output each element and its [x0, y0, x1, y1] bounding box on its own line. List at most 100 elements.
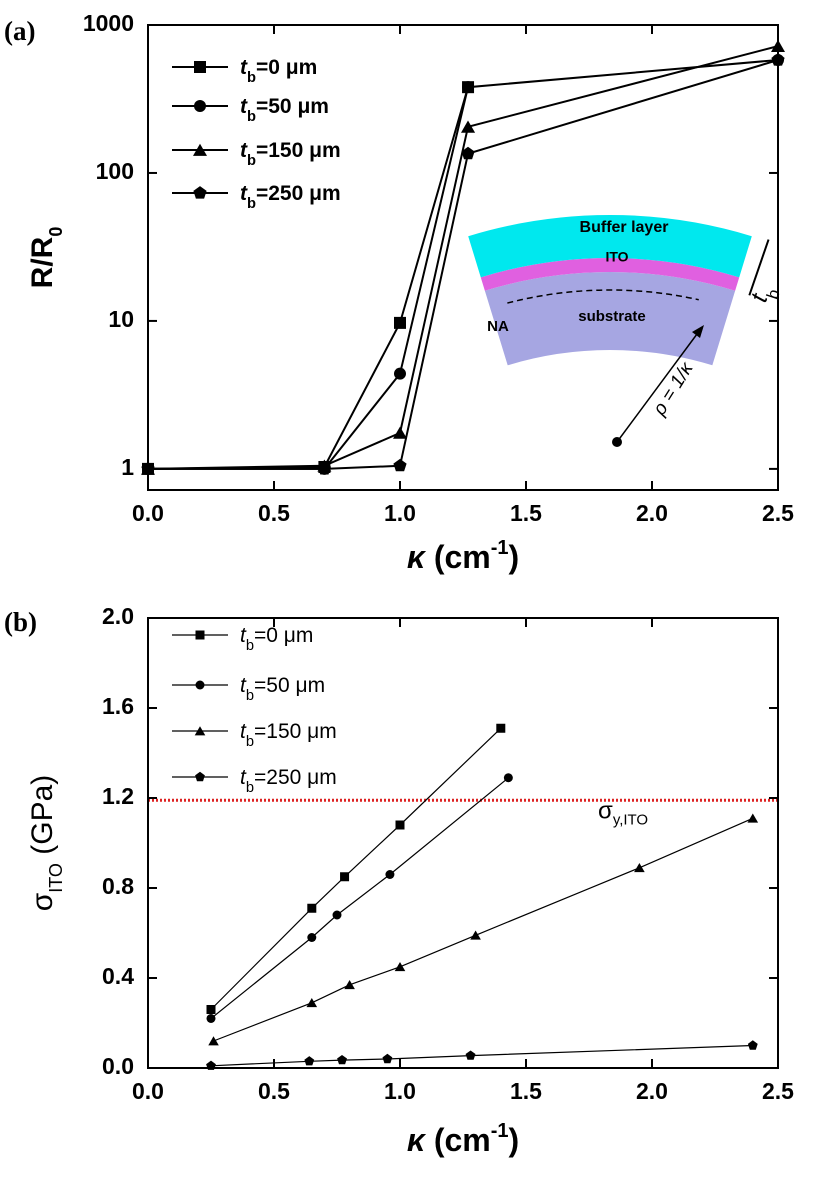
marker — [306, 998, 318, 1008]
x-tick-label: 1.5 — [510, 1078, 542, 1104]
label-part: ITO — [46, 863, 66, 893]
marker — [394, 367, 406, 380]
inset-buffer — [468, 215, 752, 278]
inset-label: substrate — [578, 308, 646, 325]
inset-label: Buffer layer — [580, 219, 669, 236]
x-tick-label: 0.0 — [132, 500, 164, 526]
legend-text-part: =250 μm — [256, 182, 341, 205]
legend-label: tb=150 μm — [240, 139, 341, 169]
x-tick-label: 0.0 — [132, 1078, 164, 1104]
legend-marker — [193, 143, 207, 156]
legend-marker — [195, 630, 205, 640]
marker — [470, 930, 481, 940]
inset-neutral-axis — [507, 289, 699, 304]
y-tick-label: 10 — [108, 306, 134, 332]
legend-text-part: =250 μm — [254, 766, 337, 789]
marker — [393, 426, 407, 439]
marker — [208, 1036, 219, 1046]
marker — [393, 458, 407, 472]
marker — [496, 723, 506, 733]
y-tick-label: 0.0 — [102, 1053, 134, 1079]
marker — [385, 870, 395, 879]
panel-label: (b) — [4, 607, 37, 637]
marker — [340, 872, 350, 882]
legend-text-part: =0 μm — [254, 624, 313, 647]
series-line — [210, 777, 509, 1019]
marker — [307, 933, 317, 942]
label-part: -1 — [491, 1120, 509, 1142]
legend-text-part: =150 μm — [254, 720, 337, 743]
x-tick-label: 0.5 — [258, 500, 290, 526]
marker — [771, 53, 785, 66]
y-tick-label: 0.8 — [102, 873, 134, 899]
legend-text-part: b — [247, 70, 256, 86]
y-tick-label: 100 — [96, 158, 134, 184]
legend-label: tb=250 μm — [240, 766, 337, 796]
marker — [462, 81, 475, 94]
plot-frame — [147, 617, 779, 1069]
legend-text-part: b — [247, 196, 256, 212]
inset-arrowhead — [692, 325, 704, 338]
legend-text-part: t — [240, 95, 248, 118]
y-axis-label: σITO (GPa) — [26, 775, 66, 912]
x-tick-label: 1.5 — [510, 500, 542, 526]
legend-text-part: t — [240, 139, 248, 162]
label-part: ) — [509, 1122, 520, 1158]
y-axis-label: R/R0 — [26, 227, 66, 289]
label-part: κ — [407, 1122, 427, 1158]
legend-text-part: =50 μm — [254, 674, 325, 697]
marker — [634, 863, 645, 873]
marker — [206, 1060, 216, 1070]
label-part: (cm — [425, 1122, 491, 1158]
x-tick-label: 2.5 — [762, 1078, 794, 1104]
label-part: (GPa) — [26, 775, 59, 863]
x-tick-label: 2.5 — [762, 500, 794, 526]
legend-marker — [194, 726, 206, 736]
legend-text-part: t — [240, 674, 247, 697]
inset-thickness-arrow — [748, 239, 770, 296]
marker — [395, 820, 405, 830]
legend-marker — [195, 680, 205, 690]
label-part: y,ITO — [613, 812, 648, 829]
y-tick-label: 1.2 — [102, 783, 134, 809]
marker — [394, 316, 406, 329]
marker — [394, 962, 406, 972]
legend-text-part: t — [240, 766, 247, 789]
legend-text-part: b — [246, 734, 254, 750]
marker — [461, 120, 476, 133]
x-tick-label: 0.5 — [258, 1078, 290, 1104]
marker — [461, 146, 475, 160]
marker — [206, 1005, 216, 1014]
marker — [747, 1040, 758, 1050]
legend-text-part: =0 μm — [256, 56, 317, 79]
marker — [771, 39, 785, 52]
legend-label: tb=150 μm — [240, 720, 337, 750]
marker — [206, 1014, 216, 1023]
marker — [344, 980, 355, 990]
legend-text-part: t — [240, 56, 248, 79]
x-tick-label: 1.0 — [384, 500, 416, 526]
y-tick-label: 1000 — [83, 10, 134, 36]
legend-text-part: b — [246, 780, 254, 796]
legend-text-part: t — [240, 182, 248, 205]
series-line — [210, 1044, 753, 1067]
legend-text-part: b — [246, 688, 254, 704]
panel-label: (a) — [4, 16, 35, 46]
legend-marker — [195, 771, 205, 782]
legend-text-part: t — [240, 624, 247, 647]
legend-label: tb=50 μm — [240, 674, 325, 704]
inset-center — [612, 437, 622, 447]
label-part: ) — [509, 539, 520, 575]
x-tick-label: 2.0 — [636, 1078, 668, 1104]
marker — [337, 1055, 347, 1065]
marker — [332, 910, 342, 920]
inset-ito — [480, 258, 740, 291]
legend-text-part: t — [240, 720, 247, 743]
legend-marker — [193, 186, 207, 199]
marker — [382, 1053, 393, 1064]
marker — [304, 1056, 315, 1066]
reference-label: σy,ITO — [598, 798, 648, 829]
marker — [307, 903, 317, 913]
x-tick-label: 2.0 — [636, 500, 668, 526]
